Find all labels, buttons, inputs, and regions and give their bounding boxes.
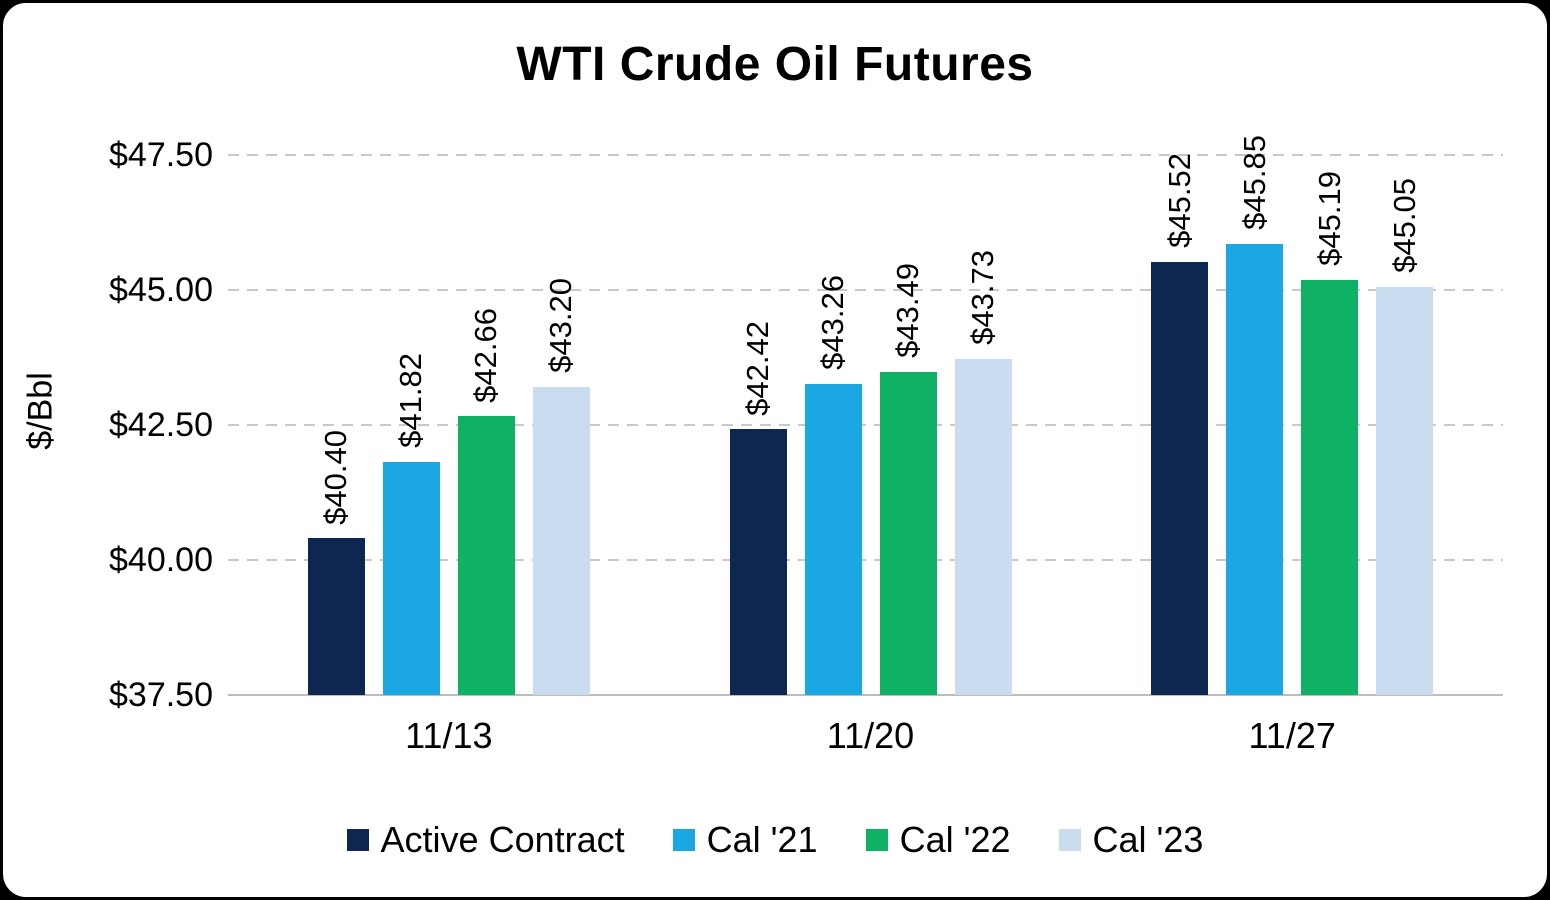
bar (532, 387, 590, 695)
bar-value-label: $45.19 (1311, 170, 1347, 266)
bar-value-label: $43.26 (815, 275, 850, 370)
bar (1151, 261, 1209, 695)
bar (1226, 244, 1284, 695)
bar-value-label: $45.52 (1161, 153, 1197, 248)
bar (382, 461, 440, 695)
y-tick-label: $47.50 (109, 136, 213, 174)
bar (729, 429, 787, 695)
x-tick-label: 11/20 (826, 715, 915, 756)
x-tick-label: 11/13 (405, 715, 493, 756)
legend-label: Cal '23 (1092, 819, 1204, 860)
legend-item: Cal '21 (672, 819, 818, 861)
gridline (228, 154, 1503, 156)
y-tick-label: $40.00 (109, 541, 213, 579)
bar-value-label: $43.73 (965, 249, 1000, 345)
legend-marker (346, 829, 369, 851)
bar-value-label: $41.82 (393, 352, 429, 448)
bar (1301, 279, 1359, 695)
gridline (228, 559, 1503, 561)
bar (1376, 287, 1434, 695)
bar (804, 383, 862, 695)
bar-value-label: $42.66 (468, 307, 504, 403)
y-tick-label: $45.00 (109, 271, 213, 309)
bar-value-label: $40.40 (318, 429, 354, 525)
bar-value-label: $43.49 (890, 262, 925, 358)
bar (879, 371, 937, 695)
bar (307, 538, 365, 695)
bar-value-label: $45.85 (1236, 135, 1272, 231)
legend-label: Active Contract (380, 819, 625, 860)
y-tick-label: $37.50 (109, 676, 213, 714)
bar-value-label: $43.20 (543, 278, 579, 374)
gridline (228, 424, 1503, 426)
bar-value-label: $45.05 (1386, 178, 1422, 274)
x-axis-line (228, 694, 1503, 696)
x-tick-label: 11/27 (1248, 715, 1336, 756)
legend: Active Contract Cal '21 Cal '22 Cal '23 (3, 819, 1547, 861)
y-tick-label: $42.50 (109, 406, 213, 444)
bar (954, 358, 1012, 695)
bar-value-label: $42.42 (740, 320, 775, 416)
legend-item: Active Contract (346, 819, 625, 861)
legend-marker (672, 829, 695, 851)
legend-label: Cal '22 (899, 819, 1011, 860)
legend-marker (1058, 829, 1081, 851)
bar (457, 416, 515, 695)
legend-label: Cal '21 (706, 819, 818, 860)
chart-title: WTI Crude Oil Futures (516, 38, 1034, 91)
legend-item: Cal '23 (1058, 819, 1204, 861)
legend-marker (865, 829, 888, 851)
legend-item: Cal '22 (865, 819, 1011, 861)
gridline (228, 289, 1503, 291)
